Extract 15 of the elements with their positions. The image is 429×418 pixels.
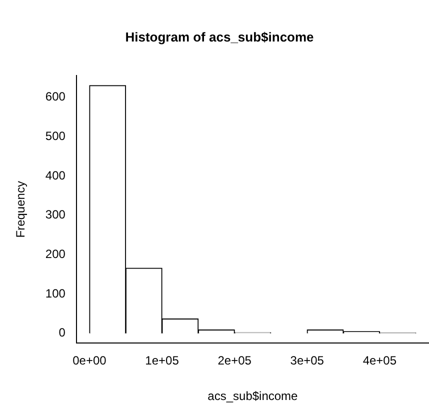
y-tick-label: 200 [45, 246, 66, 261]
y-axis-title: Frequency [14, 181, 28, 238]
y-tick-label: 500 [45, 128, 66, 143]
y-tick-label: 0 [58, 326, 66, 340]
y-tick-label: 100 [45, 286, 66, 300]
y-tick-label: 400 [45, 168, 66, 182]
y-tick-label: 600 [45, 90, 66, 104]
y-tick-label: 300 [45, 208, 66, 222]
x-axis-title: acs_sub$income [208, 389, 298, 404]
x-tick-label: 3e+05 [290, 354, 324, 368]
x-tick-label: 1e+05 [145, 354, 180, 368]
x-tick-label: 2e+05 [218, 354, 252, 368]
x-tick-label: 4e+05 [362, 354, 397, 368]
chart-title: Histogram of acs_sub$income [125, 29, 314, 44]
x-tick-label: 0e+00 [72, 354, 107, 368]
